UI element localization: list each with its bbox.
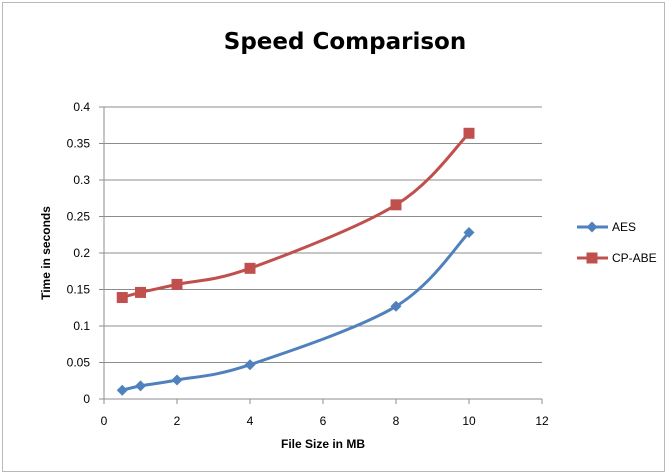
y-tick-label: 0.05 [67,356,91,370]
legend-marker-aes [586,221,598,233]
x-tick-label: 12 [535,414,549,428]
data-point-aes [116,384,128,396]
data-point-cp-abe [463,127,475,139]
axes [99,106,543,404]
legend-marker-cp-abe [586,252,598,264]
data-point-cp-abe [244,262,256,274]
series-line-aes [121,231,471,392]
x-axis-label: File Size in MB [281,437,365,451]
data-point-aes [135,380,146,392]
y-tick-label: 0.35 [67,137,91,151]
data-point-aes [390,300,402,312]
data-point-aes [171,374,183,386]
data-point-cp-abe [116,292,128,304]
x-tick-label: 0 [101,414,108,428]
x-tick-label: 6 [320,414,327,428]
data-point-aes [244,359,256,371]
y-tick-label: 0.3 [73,173,90,187]
data-point-cp-abe [171,278,183,290]
x-tick-label: 4 [247,414,254,428]
x-tick-label: 8 [393,414,400,428]
y-tick-label: 0.1 [73,319,90,333]
series-layer [116,127,475,396]
data-point-cp-abe [135,286,146,298]
legend: AES CP-ABE [577,220,657,265]
data-point-aes [463,227,475,239]
y-tick-label: 0.2 [73,246,90,260]
data-point-cp-abe [390,199,402,211]
chart-title: Speed Comparison [224,29,466,55]
x-tick-label: 2 [174,414,181,428]
y-tick-label: 0 [83,392,90,406]
x-tick-label: 10 [462,414,476,428]
y-tick-label: 0.15 [67,283,91,297]
legend-label-aes: AES [612,220,636,234]
grid-lines [104,106,542,363]
y-tick-labels: 0 0.05 0.1 0.15 0.2 0.25 0.3 0.35 0.4 [67,100,91,406]
series-line-cp-abe [121,132,471,299]
y-tick-label: 0.25 [67,210,91,224]
y-axis-label: Time in seconds [39,206,53,300]
legend-label-cp-abe: CP-ABE [612,251,657,265]
y-tick-label: 0.4 [73,100,90,114]
x-tick-labels: 0 2 4 6 8 10 12 [101,414,549,428]
